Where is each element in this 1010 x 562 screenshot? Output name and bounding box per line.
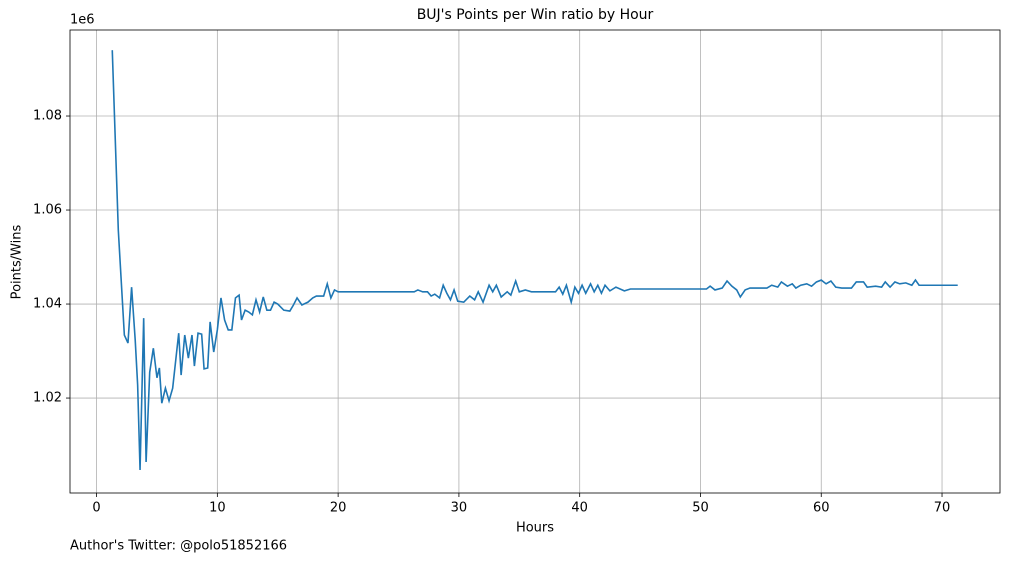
x-tick-label: 20 [330,501,347,516]
x-axis-label: Hours [516,521,554,536]
plot-frame [69,29,1001,494]
x-tick-label: 60 [813,501,830,516]
y-tick-label: 1.04 [33,297,62,312]
x-tick-label: 70 [934,501,951,516]
data-line [111,50,958,470]
footnote: Author's Twitter: @polo51852166 [70,539,287,554]
y-tick-label: 1.08 [33,109,62,124]
y-tick-label: 1.06 [33,203,62,218]
x-tick-label: 40 [571,501,588,516]
x-tick-label: 0 [92,501,100,516]
y-axis-label: Points/Wins [10,224,25,299]
x-tick-label: 30 [451,501,468,516]
chart-title: BUJ's Points per Win ratio by Hour [417,7,654,23]
y-offset-label: 1e6 [70,13,95,28]
y-tick-label: 1.02 [33,391,62,406]
x-tick-label: 50 [692,501,709,516]
x-tick-label: 10 [209,501,226,516]
